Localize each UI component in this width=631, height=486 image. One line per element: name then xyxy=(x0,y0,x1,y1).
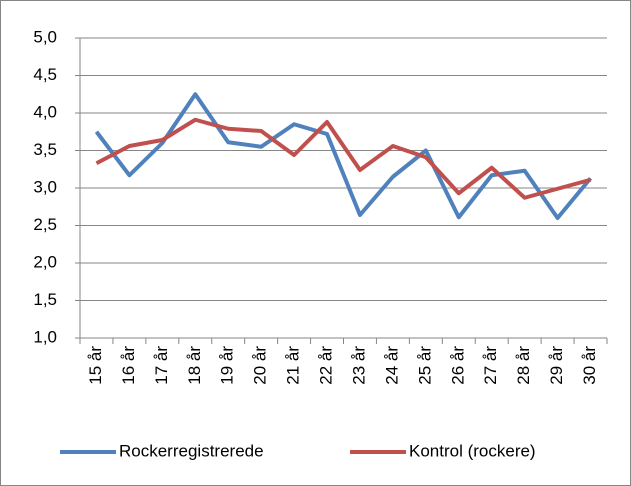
y-tick-label: 4,5 xyxy=(33,65,57,84)
x-tick-label: 18 år xyxy=(185,346,204,385)
y-tick-label: 4,0 xyxy=(33,102,57,121)
x-tick-label: 23 år xyxy=(349,346,368,385)
x-tick-label: 19 år xyxy=(218,346,237,385)
x-tick-label: 28 år xyxy=(514,346,533,385)
y-tick-label: 2,0 xyxy=(33,252,57,271)
x-tick-label: 21 år xyxy=(284,346,303,385)
x-tick-label: 29 år xyxy=(547,346,566,385)
x-tick-label: 22 år xyxy=(317,346,336,385)
y-tick-label: 3,0 xyxy=(33,177,57,196)
legend-label: Kontrol (rockere) xyxy=(409,441,536,460)
series-line xyxy=(95,117,592,200)
x-tick-label: 16 år xyxy=(119,346,138,385)
x-tick-label: 17 år xyxy=(152,346,171,385)
y-tick-label: 3,5 xyxy=(33,140,57,159)
x-tick-label: 27 år xyxy=(481,346,500,385)
legend-label: Rockerregistrerede xyxy=(119,441,264,460)
y-tick-label: 1,0 xyxy=(33,327,57,346)
x-tick-label: 20 år xyxy=(251,346,270,385)
x-tick-label: 25 år xyxy=(415,346,434,385)
y-tick-label: 2,5 xyxy=(33,215,57,234)
y-tick-label: 5,0 xyxy=(33,27,57,46)
y-tick-label: 1,5 xyxy=(33,290,57,309)
x-tick-label: 26 år xyxy=(448,346,467,385)
x-tick-label: 15 år xyxy=(86,346,105,385)
series-line xyxy=(94,92,593,220)
x-tick-label: 24 år xyxy=(382,346,401,385)
x-tick-label: 30 år xyxy=(580,346,599,385)
